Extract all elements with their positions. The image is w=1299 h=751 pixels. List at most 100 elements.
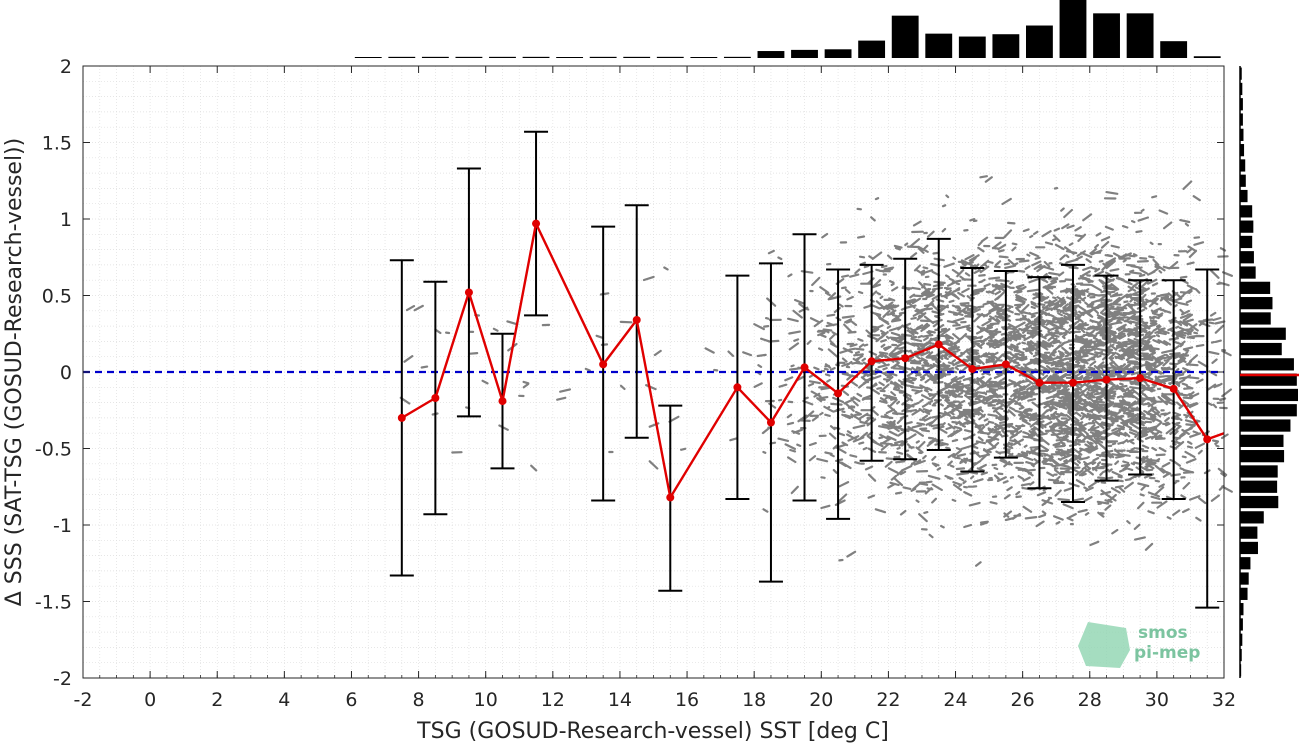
mean-point	[599, 360, 608, 369]
mean-point	[1035, 378, 1044, 387]
x-tick-label: 14	[608, 689, 632, 711]
x-tick-label: 18	[742, 689, 766, 711]
right-histogram-bar	[1240, 82, 1243, 96]
right-histogram-bar	[1240, 450, 1285, 463]
right-histogram-bar	[1240, 174, 1246, 187]
right-histogram-bar	[1240, 480, 1278, 493]
x-tick-label: 16	[675, 689, 699, 711]
logo-mark	[1078, 622, 1130, 668]
right-histogram-bar	[1240, 526, 1258, 539]
top-histogram-bar	[992, 34, 1020, 58]
y-tick-label: -0.5	[35, 439, 72, 461]
x-tick-label: 2	[211, 689, 223, 711]
top-histogram-bar	[1126, 13, 1154, 58]
top-histogram-bar	[958, 36, 986, 58]
y-tick-label: 2	[60, 56, 72, 78]
right-histogram-bar	[1240, 434, 1284, 447]
mean-point	[431, 394, 440, 403]
right-histogram-bar	[1240, 144, 1245, 157]
right-histogram-bar	[1240, 541, 1258, 555]
x-tick-label: 12	[541, 689, 565, 711]
mean-point	[901, 354, 910, 363]
top-histogram-bar	[824, 49, 852, 58]
right-histogram-bar	[1240, 633, 1243, 646]
right-histogram-bar	[1240, 373, 1297, 386]
top-histogram-bar	[556, 57, 584, 58]
x-tick-label: 22	[876, 689, 900, 711]
top-histogram-bar	[455, 56, 483, 58]
right-histogram-bar	[1240, 189, 1248, 203]
mean-point	[498, 397, 507, 406]
right-histogram-bar	[1240, 98, 1243, 111]
binned-mean-series	[397, 219, 1225, 502]
right-histogram-bar	[1240, 235, 1253, 249]
mean-point	[968, 364, 977, 373]
mean-point	[1203, 435, 1212, 444]
right-histogram-bar	[1240, 557, 1251, 570]
mean-point	[632, 315, 641, 324]
y-tick-label: -1.5	[35, 592, 72, 614]
top-histogram-bar	[589, 56, 617, 58]
x-tick-label: 32	[1212, 689, 1236, 711]
mean-point	[834, 389, 843, 398]
right-histogram-bar	[1240, 251, 1254, 264]
top-histogram-bar	[1093, 13, 1120, 58]
y-tick-label: 0	[60, 362, 72, 384]
x-tick-label: 30	[1145, 689, 1169, 711]
top-histogram-bar	[757, 51, 785, 58]
right-histogram-bar	[1240, 113, 1243, 126]
top-histogram-bar	[1193, 56, 1221, 58]
mean-point	[1169, 384, 1178, 393]
mean-point	[934, 340, 943, 349]
x-tick-label: 0	[144, 689, 156, 711]
top-histogram	[354, 0, 1221, 58]
right-histogram-bar	[1240, 511, 1264, 524]
top-histogram-bar	[421, 56, 449, 58]
right-histogram	[1239, 66, 1299, 678]
top-histogram-bar	[858, 40, 886, 58]
y-axis-title: Δ SSS (SAT-TSG (GOSUD-Research-vessel))	[2, 138, 27, 606]
right-histogram-bar	[1240, 404, 1297, 417]
top-histogram-bar	[1026, 25, 1053, 58]
right-histogram-bar	[1240, 342, 1282, 356]
right-histogram-bar	[1240, 495, 1279, 509]
top-histogram-bar	[489, 56, 516, 58]
grid-layer	[82, 65, 1225, 679]
right-histogram-bar	[1240, 419, 1291, 432]
axis-ticks: -2 0 2 4 6 8 10 12 14 16 18 20 22 24 26 28 30 3221.510.50…	[35, 56, 1236, 711]
mean-point	[867, 357, 876, 366]
right-histogram-bar	[1240, 67, 1242, 80]
mean-point	[1068, 378, 1077, 387]
top-histogram-bar	[354, 57, 382, 58]
mean-point	[397, 413, 406, 422]
x-tick-label: -2	[74, 689, 93, 711]
right-histogram-bar	[1240, 358, 1294, 371]
right-histogram-bar	[1240, 312, 1271, 325]
x-tick-label: 8	[413, 689, 425, 711]
mean-point	[532, 219, 541, 228]
right-histogram-bar	[1240, 465, 1278, 478]
right-histogram-bar	[1240, 159, 1246, 172]
x-tick-label: 20	[809, 689, 833, 711]
top-histogram-bar	[623, 56, 651, 58]
mean-point	[800, 363, 809, 372]
right-histogram-bar	[1240, 572, 1249, 585]
right-histogram-bar	[1240, 618, 1243, 631]
x-tick-label: 10	[474, 689, 498, 711]
right-histogram-bar	[1240, 205, 1253, 218]
logo-line2: pi-mep	[1134, 643, 1200, 663]
right-histogram-bar	[1240, 388, 1298, 402]
right-histogram-bar	[1240, 281, 1271, 294]
mean-point	[733, 383, 742, 392]
y-tick-label: 1.5	[42, 133, 72, 155]
top-histogram-bar	[522, 56, 550, 58]
right-histogram-bar	[1240, 587, 1248, 600]
x-tick-label: 6	[345, 689, 357, 711]
right-histogram-bar	[1240, 603, 1244, 616]
mean-point	[766, 418, 775, 427]
y-tick-label: -1	[53, 515, 72, 537]
top-histogram-bar	[791, 49, 818, 58]
x-tick-label: 4	[278, 689, 290, 711]
